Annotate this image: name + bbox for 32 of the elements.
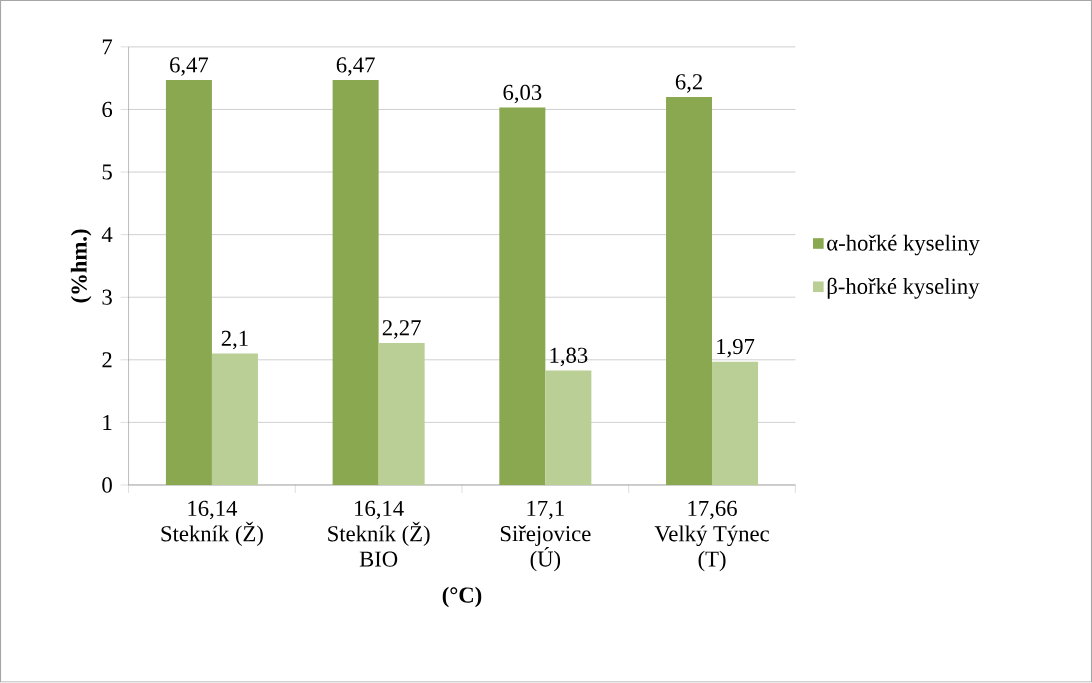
- bar: [666, 97, 713, 486]
- bar: [211, 353, 258, 486]
- y-tick-label: 4: [101, 227, 113, 243]
- x-tick-label: 17,1 Siřejovice (Ú): [500, 501, 591, 572]
- y-tick-label: 3: [102, 289, 112, 306]
- data-label: 6,03: [503, 84, 542, 104]
- y-axis-title: (%hm.): [70, 229, 92, 303]
- legend-label: α-hořké kyseliny: [827, 234, 980, 256]
- x-tick-label: 16,14 Stekník (Ž): [161, 501, 263, 547]
- bar: [165, 80, 212, 486]
- bar: [712, 361, 759, 486]
- legend-label: β-hořké kyseliny: [827, 278, 980, 299]
- y-tick-label: 2: [102, 352, 112, 368]
- bar: [499, 107, 546, 486]
- y-tick-label: 6: [102, 102, 113, 118]
- y-tick-label: 0: [102, 477, 112, 493]
- y-tick-label: 5: [102, 164, 112, 180]
- x-axis-title: (°C): [442, 586, 482, 608]
- data-label: 2,27: [382, 320, 421, 339]
- data-label: 6,2: [675, 74, 702, 93]
- bar: [545, 370, 592, 486]
- data-label: 2,1: [221, 330, 248, 350]
- data-label: 1,83: [550, 347, 588, 367]
- data-label: 1,97: [717, 339, 755, 358]
- data-label: 6,47: [336, 57, 375, 76]
- bar: [378, 343, 425, 486]
- bar: [332, 80, 379, 486]
- data-label: 6,47: [170, 57, 209, 76]
- y-tick-label: 7: [102, 39, 113, 55]
- x-tick-label: 17,66 Velký Týnec (T): [654, 501, 769, 572]
- y-tick-label: 1: [103, 415, 112, 431]
- x-tick-label: 16,14 Stekník (Ž) BIO: [328, 501, 430, 567]
